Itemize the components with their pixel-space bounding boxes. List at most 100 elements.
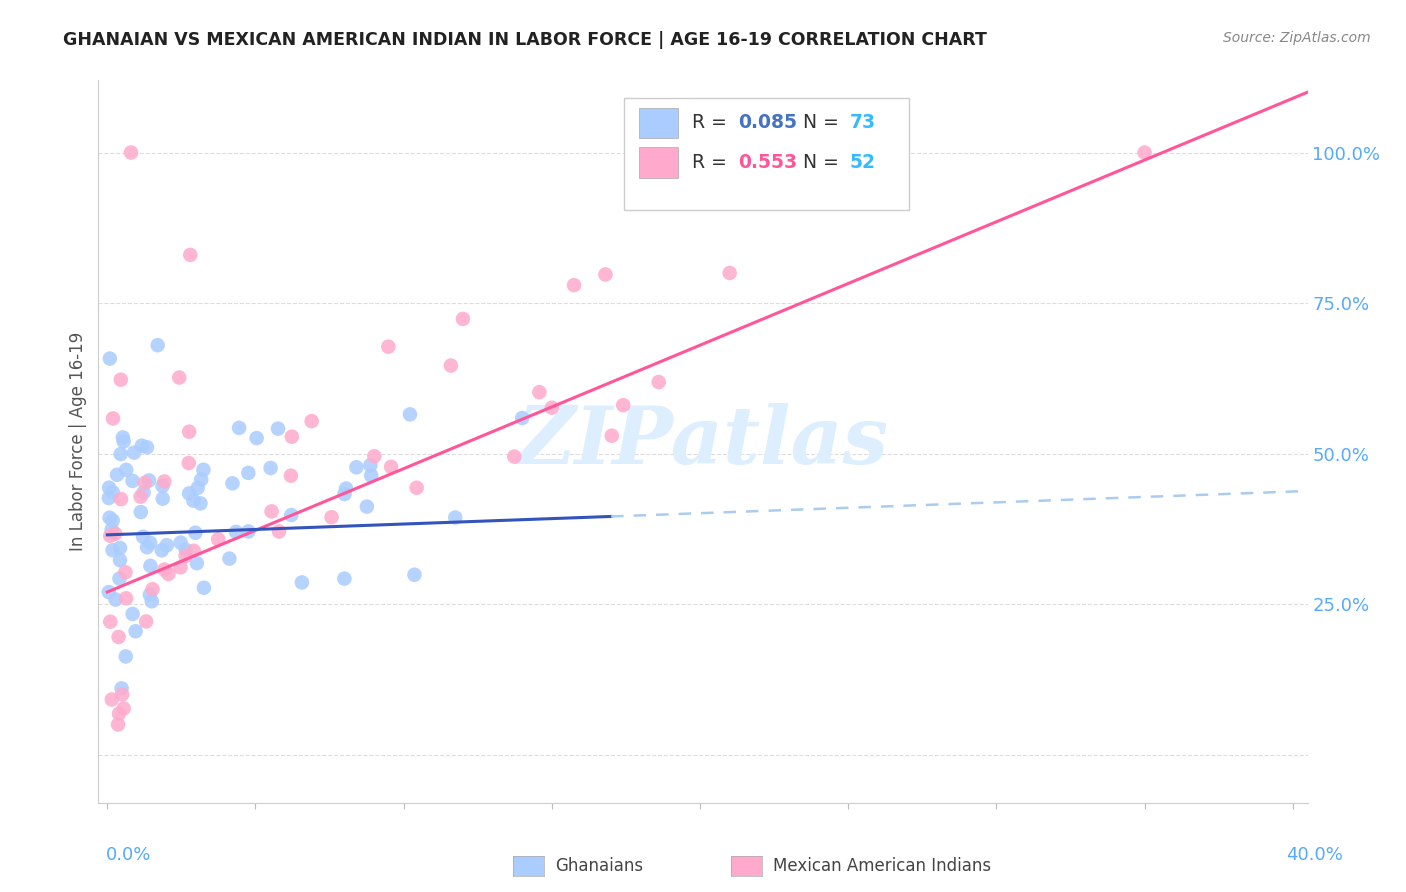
Point [174,549,197,563]
Point [108,553,131,567]
Text: 73: 73 [849,113,876,132]
Point [110,447,132,461]
Point [107,630,129,644]
Point [120,145,142,160]
Point [131,439,153,453]
Point [112,434,135,449]
Point [115,591,138,606]
Point [399,408,422,422]
FancyBboxPatch shape [624,98,908,211]
Point [184,525,207,540]
Text: ZIPatlas: ZIPatlas [517,403,889,480]
Point [104,526,127,541]
Point [218,551,240,566]
Point [267,524,290,539]
Text: R =: R = [692,113,733,132]
Point [221,476,243,491]
Text: N =: N = [792,153,845,172]
Point [139,588,162,602]
Point [595,268,617,282]
Point [114,649,136,664]
Point [157,566,180,581]
Point [1133,145,1156,160]
Point [141,594,163,608]
Point [101,514,124,528]
Point [108,541,131,555]
Point [440,359,463,373]
Point [540,401,562,415]
Point [134,475,156,490]
Point [333,487,356,501]
Point [142,582,165,596]
Point [190,496,212,510]
Point [110,492,132,507]
Point [152,491,174,506]
Point [187,481,209,495]
Text: 40.0%: 40.0% [1286,846,1343,863]
Point [179,425,201,439]
Point [146,338,169,352]
Point [98,510,121,524]
Point [101,411,124,425]
Point [167,370,190,384]
Point [246,431,269,445]
Point [169,560,191,574]
Text: 0.0%: 0.0% [105,846,150,863]
Point [135,615,157,629]
Point [121,607,143,621]
Point [156,538,179,552]
Point [136,440,159,454]
Point [124,624,146,639]
Point [152,479,174,493]
Point [153,475,176,489]
Point [238,524,260,539]
Point [101,692,124,706]
Point [380,459,402,474]
Point [562,278,585,293]
Text: N =: N = [792,113,845,132]
Point [363,449,385,463]
Point [356,500,378,514]
Point [98,481,121,495]
Point [177,456,200,470]
Point [101,543,124,558]
Point [228,421,250,435]
Y-axis label: In Labor Force | Age 16-19: In Labor Force | Age 16-19 [69,332,87,551]
Text: 0.553: 0.553 [738,153,797,172]
Point [404,567,426,582]
Point [114,566,136,580]
Text: 52: 52 [849,153,876,172]
Point [153,563,176,577]
Point [451,312,474,326]
Point [267,422,290,436]
Point [225,524,247,539]
Point [111,430,134,444]
Point [104,592,127,607]
Point [321,510,343,524]
Point [97,585,120,599]
Point [207,533,229,547]
Point [98,529,121,543]
Point [110,373,132,387]
Text: Source: ZipAtlas.com: Source: ZipAtlas.com [1223,31,1371,45]
Point [139,558,162,573]
Point [129,505,152,519]
Point [377,340,399,354]
Point [444,510,467,524]
Text: GHANAIAN VS MEXICAN AMERICAN INDIAN IN LABOR FORCE | AGE 16-19 CORRELATION CHART: GHANAIAN VS MEXICAN AMERICAN INDIAN IN L… [63,31,987,49]
Point [186,556,208,570]
Point [190,473,212,487]
Point [132,530,155,544]
Point [112,701,135,715]
Point [100,523,122,537]
Point [121,474,143,488]
Point [101,485,124,500]
Point [259,461,281,475]
Point [346,460,368,475]
Point [510,411,533,425]
Point [359,458,381,473]
Point [98,615,121,629]
Point [718,266,741,280]
Text: Ghanaians: Ghanaians [555,857,644,875]
Point [193,581,215,595]
